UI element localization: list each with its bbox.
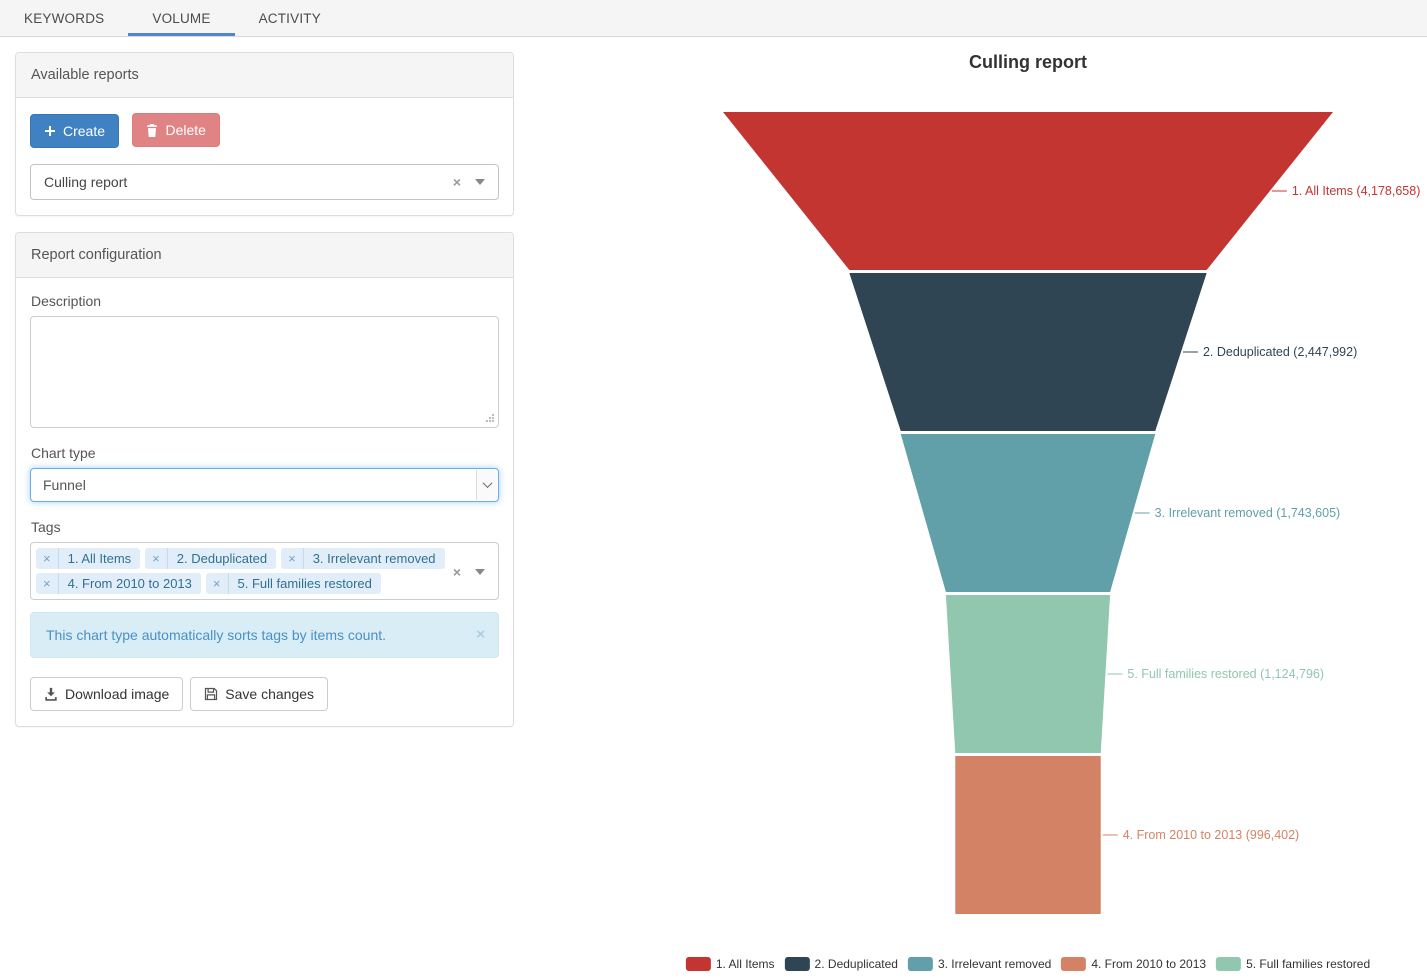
chart-legend: 1. All Items 2. Deduplicated 3. Irrelevant…: [685, 957, 1370, 971]
chart-title: Culling report: [969, 52, 1087, 72]
funnel-segment-2[interactable]: [849, 273, 1207, 431]
report-configuration-panel: Report configuration Description Chart t…: [15, 231, 514, 727]
legend-label: 5. Full families restored: [1246, 957, 1371, 971]
tag-label: 4. From 2010 to 2013: [67, 575, 192, 591]
download-icon: [44, 687, 58, 701]
funnel-segment-1[interactable]: [723, 112, 1333, 270]
create-button[interactable]: Create: [30, 113, 120, 148]
delete-button[interactable]: Delete: [132, 113, 220, 147]
funnel-label: 4. From 2010 to 2013 (996,402): [1123, 828, 1300, 842]
remove-tag-icon[interactable]: ×: [36, 547, 59, 569]
tab-activity[interactable]: ACTIVITY: [258, 10, 321, 26]
tags-select-controls: ×: [453, 565, 485, 579]
legend-swatch: [784, 957, 810, 971]
funnel-label: 1. All Items (4,178,658): [1292, 184, 1421, 198]
description-field[interactable]: [30, 315, 499, 428]
chart-type-select-wrap: Funnel: [30, 467, 499, 502]
report-select-controls: ×: [453, 165, 485, 199]
info-alert: This chart type automatically sorts tags…: [30, 611, 499, 658]
chart-type-label: Chart type: [31, 444, 96, 461]
available-reports-panel: Available reports Create Delete Culling …: [15, 52, 514, 216]
left-column: Available reports Create Delete Culling …: [15, 52, 514, 743]
funnel-segment-5[interactable]: [955, 756, 1101, 914]
funnel-label: 2. Deduplicated (2,447,992): [1203, 345, 1357, 359]
funnel-segment-4[interactable]: [945, 595, 1111, 753]
legend-item-1[interactable]: 1. All Items: [685, 957, 775, 971]
info-alert-text: This chart type automatically sorts tags…: [46, 626, 387, 643]
tab-volume[interactable]: VOLUME: [128, 0, 235, 36]
legend-swatch: [1216, 957, 1242, 971]
legend-label: 1. All Items: [715, 957, 775, 971]
save-icon: [204, 687, 218, 701]
save-changes-button[interactable]: Save changes: [190, 676, 329, 711]
tag-label: 5. Full families restored: [237, 575, 372, 591]
available-reports-title: Available reports: [16, 53, 513, 98]
legend-item-4[interactable]: 4. From 2010 to 2013: [1061, 957, 1206, 971]
legend-swatch: [1061, 957, 1087, 971]
funnel-chart: 1. All Items (4,178,658) 2. Deduplicated …: [723, 112, 1421, 914]
legend-label: 3. Irrelevant removed: [937, 957, 1052, 971]
funnel-label: 5. Full families restored (1,124,796): [1127, 667, 1324, 681]
tab-bar: KEYWORDS VOLUME ACTIVITY: [0, 0, 1427, 37]
description-field-wrap: [30, 315, 499, 428]
tags-select[interactable]: × 1. All Items × 2. Deduplicated × 3. Ir…: [30, 541, 499, 600]
remove-tag-icon[interactable]: ×: [36, 572, 59, 594]
create-button-label: Create: [63, 122, 106, 139]
tag-from-2010-to-2013: × 4. From 2010 to 2013: [36, 572, 201, 594]
report-configuration-body: Description Chart type Funnel Tags × 1. …: [16, 278, 513, 726]
delete-button-label: Delete: [165, 122, 206, 138]
tags-label: Tags: [31, 518, 61, 535]
report-select-value: Culling report: [44, 173, 128, 190]
actions-row: Download image Save changes: [30, 676, 499, 711]
tag-deduplicated: × 2. Deduplicated: [145, 547, 277, 569]
clear-selection-icon[interactable]: ×: [452, 173, 461, 190]
download-image-label: Download image: [65, 685, 170, 702]
alert-close-icon[interactable]: ×: [476, 625, 485, 643]
funnel-segment-3[interactable]: [900, 434, 1156, 592]
tag-full-families-restored: × 5. Full families restored: [205, 572, 381, 594]
plus-icon: [44, 125, 56, 137]
description-label: Description: [31, 292, 102, 309]
legend-swatch: [907, 957, 933, 971]
report-configuration-title: Report configuration: [16, 232, 513, 278]
report-select[interactable]: Culling report ×: [30, 163, 499, 200]
chart-area: Culling report 1. All Items (4,178,658) 2…: [515, 0, 1427, 978]
clear-tags-icon[interactable]: ×: [452, 563, 461, 580]
remove-tag-icon[interactable]: ×: [281, 547, 304, 569]
legend-item-2[interactable]: 2. Deduplicated: [784, 957, 898, 971]
legend-label: 2. Deduplicated: [814, 957, 898, 971]
remove-tag-icon[interactable]: ×: [145, 547, 168, 569]
tab-keywords[interactable]: KEYWORDS: [24, 10, 105, 26]
legend-item-3[interactable]: 3. Irrelevant removed: [907, 957, 1052, 971]
available-reports-body: Create Delete Culling report ×: [16, 98, 513, 215]
chevron-down-icon[interactable]: [475, 568, 485, 575]
tag-label: 1. All Items: [67, 550, 132, 566]
remove-tag-icon[interactable]: ×: [206, 572, 229, 594]
tag-all-items: × 1. All Items: [36, 547, 141, 569]
save-changes-label: Save changes: [225, 685, 315, 702]
tag-irrelevant-removed: × 3. Irrelevant removed: [281, 547, 445, 569]
trash-icon: [146, 123, 158, 137]
download-image-button[interactable]: Download image: [30, 676, 184, 711]
legend-swatch: [685, 957, 711, 971]
funnel-label: 3. Irrelevant removed (1,743,605): [1155, 506, 1341, 520]
legend-label: 4. From 2010 to 2013: [1091, 957, 1207, 971]
tag-label: 3. Irrelevant removed: [312, 550, 436, 566]
chart-type-select[interactable]: Funnel: [31, 468, 498, 501]
tag-label: 2. Deduplicated: [176, 550, 268, 566]
chevron-down-icon[interactable]: [475, 178, 485, 185]
legend-item-5[interactable]: 5. Full families restored: [1216, 957, 1370, 971]
